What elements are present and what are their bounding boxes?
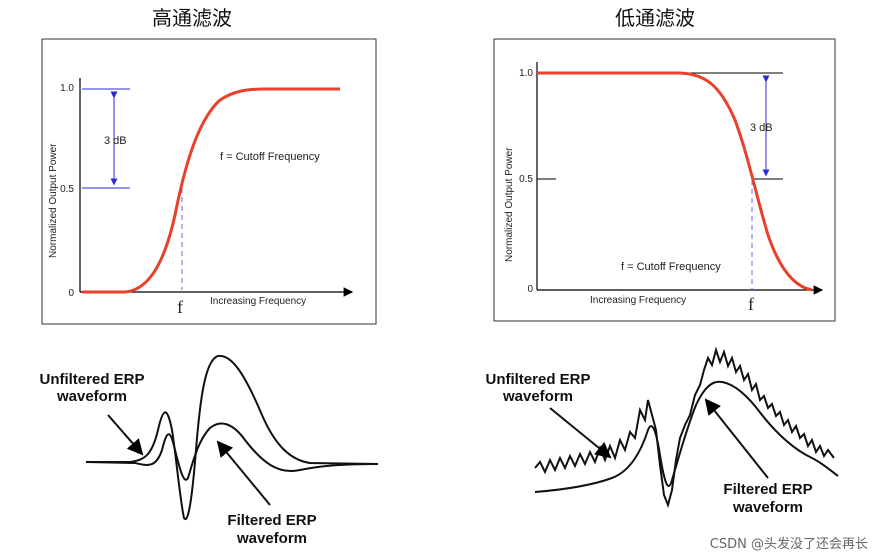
erp-right-filtered-waveform (534, 380, 839, 493)
erp-left-filtered-arrow (216, 440, 271, 506)
erp-right-filtered-label-2: waveform (732, 499, 803, 516)
erp-right-unfiltered-arrow (549, 407, 612, 459)
erp-left-unfiltered-label-1: Unfiltered ERP (39, 371, 144, 388)
high-pass-ylabel: Normalized Output Power (48, 143, 59, 258)
low-pass-3db-label: 3 dB (750, 122, 773, 134)
high-pass-curve (82, 87, 340, 294)
high-pass-title: 高通滤波 (152, 6, 232, 30)
watermark: CSDN @头发没了还会再长 (710, 536, 868, 552)
erp-left-filtered-waveform (85, 422, 379, 481)
high-pass-ytick-1: 1.0 (60, 83, 74, 94)
erp-left-unfiltered-arrow (107, 414, 144, 456)
erp-right-unfiltered-label-1: Unfiltered ERP (485, 371, 590, 388)
erp-right-diagram (534, 346, 839, 509)
high-pass-ytick-0: 0 (68, 288, 74, 299)
low-pass-title: 低通滤波 (615, 6, 695, 30)
low-pass-f-label: f (748, 294, 754, 314)
erp-right-filtered-arrow (704, 398, 769, 479)
erp-right-unfiltered-label-2: waveform (502, 388, 573, 405)
erp-left-unfiltered-label-2: waveform (56, 388, 127, 405)
erp-left-diagram (85, 354, 379, 521)
low-pass-ytick-1: 1.0 (519, 68, 533, 79)
low-pass-ytick-0: 0 (527, 284, 533, 295)
low-pass-cutoff-note: f = Cutoff Frequency (621, 261, 721, 273)
erp-right-filtered-label-1: Filtered ERP (723, 481, 812, 498)
erp-left-filtered-label-2: waveform (236, 530, 307, 547)
high-pass-ytick-05: 0.5 (60, 184, 74, 195)
low-pass-ytick-05: 0.5 (519, 174, 533, 185)
erp-left-filtered-label-1: Filtered ERP (227, 512, 316, 529)
high-pass-cutoff-note: f = Cutoff Frequency (220, 151, 320, 163)
low-pass-curve (537, 71, 813, 292)
high-pass-3db-label: 3 dB (104, 135, 127, 147)
low-pass-xlabel: Increasing Frequency (590, 295, 686, 306)
erp-right-unfiltered-waveform (534, 346, 835, 509)
low-pass-frame (493, 38, 836, 322)
low-pass-ylabel: Normalized Output Power (504, 147, 515, 262)
high-pass-xlabel: Increasing Frequency (210, 296, 306, 307)
high-pass-frame (41, 38, 377, 325)
high-pass-f-label: f (177, 297, 183, 317)
erp-left-unfiltered-waveform (86, 354, 379, 521)
